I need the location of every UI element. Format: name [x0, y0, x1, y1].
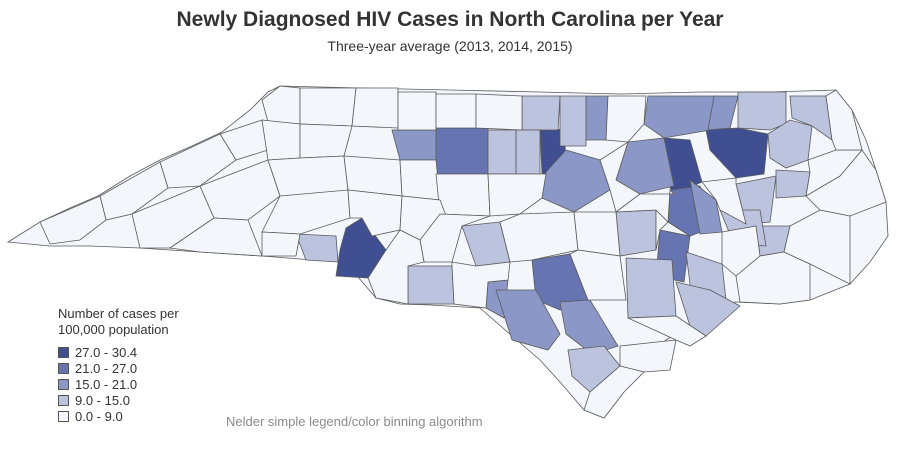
county-cleveland — [261, 231, 301, 257]
legend-item: 9.0 - 15.0 — [58, 392, 218, 408]
footnote: Nelder simple legend/color binning algor… — [226, 414, 483, 429]
legend-swatch — [58, 378, 69, 390]
county-currituck — [825, 89, 863, 151]
county-northeast-2 — [559, 95, 587, 147]
county-mtn-9 — [168, 217, 263, 257]
county-rockingham — [475, 93, 523, 131]
county-west-2 — [299, 87, 357, 127]
map-title: Newly Diagnosed HIV Cases in North Carol… — [176, 8, 724, 31]
county-person — [515, 129, 541, 175]
legend-label: 0.0 - 9.0 — [75, 408, 123, 424]
map-legend: Number of cases per 100,000 population 2… — [58, 306, 218, 424]
county-surry — [397, 91, 437, 131]
county-mtn-3 — [299, 123, 353, 159]
county-lincoln — [367, 229, 425, 305]
county-granville — [605, 95, 647, 143]
county-moore — [569, 249, 627, 301]
county-johnston — [614, 189, 675, 223]
county-sampson — [625, 257, 677, 319]
legend-item: 0.0 - 9.0 — [58, 408, 218, 424]
legend-swatch — [58, 410, 69, 422]
county-montgomery — [495, 289, 561, 351]
map-subtitle: Three-year average (2013, 2014, 2015) — [327, 38, 573, 54]
legend-swatch — [58, 362, 69, 374]
county-mtn-2 — [261, 119, 301, 161]
county-chowan — [789, 95, 833, 141]
county-stokes — [435, 93, 477, 129]
county-caswell — [487, 129, 517, 175]
county-martin — [701, 177, 747, 225]
county-pender — [675, 281, 741, 337]
county-new-hanover — [583, 365, 645, 419]
legend-swatch — [58, 346, 69, 358]
legend-item: 21.0 - 27.0 — [58, 360, 218, 376]
county-west-1 — [261, 85, 301, 125]
legend-label: 21.0 - 27.0 — [75, 360, 138, 376]
county-craven — [775, 169, 811, 199]
legend-label: 27.0 - 30.4 — [75, 344, 138, 360]
counties — [39, 85, 887, 419]
county-randolph — [573, 211, 621, 257]
county-gaston — [295, 233, 339, 263]
county-carteret — [735, 251, 811, 305]
county-piedmont-3 — [399, 159, 441, 201]
county-west-3 — [351, 87, 399, 129]
legend-swatch — [58, 394, 69, 406]
county-columbus — [619, 339, 677, 373]
county-union — [407, 265, 455, 305]
county-duplin — [627, 315, 707, 347]
county-anson — [451, 261, 511, 309]
county-mtn-6 — [39, 195, 107, 245]
county-north-mid — [585, 95, 609, 141]
legend-title: Number of cases per 100,000 population — [58, 306, 179, 337]
county-hertford — [707, 95, 739, 131]
county-piedmont-6 — [261, 189, 351, 235]
county-guilford — [435, 127, 489, 175]
county-northeast-1 — [521, 95, 561, 131]
legend-items: 27.0 - 30.4 21.0 - 27.0 15.0 - 21.0 9.0 - 1… — [58, 344, 218, 424]
legend-label: 15.0 - 21.0 — [75, 376, 138, 392]
county-piedmont-2 — [343, 155, 403, 197]
county-forsyth — [391, 129, 437, 161]
legend-label: 9.0 - 15.0 — [75, 392, 130, 408]
county-chatham — [615, 209, 657, 257]
legend-item: 27.0 - 30.4 — [58, 344, 218, 360]
legend-item: 15.0 - 21.0 — [58, 376, 218, 392]
county-northampton — [737, 91, 787, 131]
county-piedmont-5 — [487, 173, 547, 217]
county-mtn-8 — [199, 159, 281, 221]
